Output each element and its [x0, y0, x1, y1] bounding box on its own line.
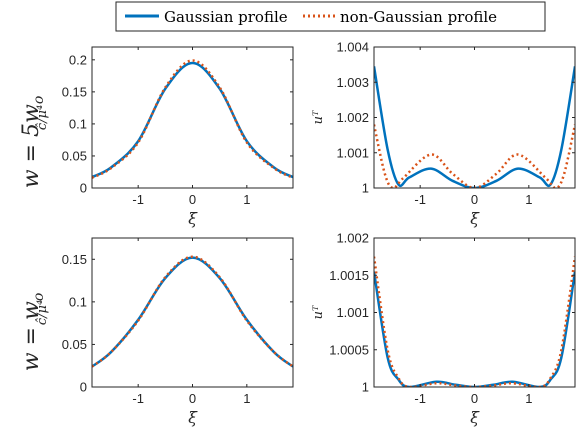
panels: -1 0 1 0 0.05 0.1 0.15 0.2 ξ ĉ/μ⁴ -1 0 1 1 1.001 1.002 1…	[35, 40, 576, 427]
x-tick-label: 1	[243, 192, 250, 207]
legend: Gaussian profile non-Gaussian profile	[115, 1, 546, 32]
y-tick-label: 0.05	[62, 337, 87, 352]
y-tick-label: 1.004	[336, 40, 369, 55]
y-tick-label: 0.2	[69, 52, 87, 67]
row-label-bottom-main: w = w	[19, 301, 44, 371]
series-line-gaussian	[374, 66, 575, 188]
y-axis-label: uᵀ	[311, 110, 326, 124]
y-tick-label: 0.15	[62, 252, 87, 267]
axes-box	[373, 237, 576, 388]
svg-text:w = wo: w = wo	[19, 293, 47, 372]
series-line-gaussian	[374, 271, 575, 387]
y-tick-label: 1	[362, 181, 369, 196]
y-axis-label: ĉ/μ⁴	[35, 300, 50, 325]
panel-bottom-left: -1 0 1 0 0.05 0.1 0.15 ξ ĉ/μ⁴	[35, 237, 294, 427]
svg-text:w = 5wo: w = 5wo	[19, 96, 47, 189]
y-tick-label: 1.001	[336, 305, 369, 320]
axes-box	[91, 46, 294, 189]
y-tick-label: 1.0005	[329, 342, 369, 357]
x-tick-label: 1	[525, 192, 532, 207]
x-tick-label: -1	[414, 391, 426, 406]
series-line-non-gaussian	[374, 124, 575, 188]
series-line-non-gaussian	[374, 256, 575, 387]
x-axis-label: ξ	[188, 209, 198, 228]
x-tick-label: -1	[132, 192, 144, 207]
x-axis-label: ξ	[470, 209, 480, 228]
row-label-top-sub: o	[31, 96, 47, 104]
x-axis-label: ξ	[470, 408, 480, 427]
series-line-gaussian	[92, 256, 293, 368]
y-tick-label: 0	[80, 380, 87, 395]
legend-label-nongaussian: non-Gaussian profile	[340, 8, 497, 26]
y-tick-label: 1.0015	[329, 268, 369, 283]
row-label-top-main: w = 5w	[19, 104, 44, 188]
row-label-bottom: w = wo	[19, 293, 47, 372]
panel-top-right: -1 0 1 1 1.001 1.002 1.003 1.004 ξ uᵀ	[311, 40, 576, 228]
y-tick-label: 0.1	[69, 116, 87, 131]
axes-box	[91, 237, 294, 388]
x-tick-label: 1	[525, 391, 532, 406]
y-axis-label: uᵀ	[311, 305, 326, 319]
x-tick-label: 0	[471, 391, 478, 406]
y-axis-label: ĉ/μ⁴	[35, 105, 50, 130]
y-tick-label: 0.05	[62, 148, 87, 163]
axes-box	[373, 46, 576, 189]
y-tick-label: 1.002	[336, 110, 369, 125]
y-tick-label: 0.1	[69, 294, 87, 309]
x-tick-label: 1	[243, 391, 250, 406]
series-line-non-gaussian	[92, 255, 293, 368]
x-tick-label: -1	[132, 391, 144, 406]
x-tick-label: -1	[414, 192, 426, 207]
y-tick-label: 1.001	[336, 145, 369, 160]
series-line-non-gaussian	[92, 59, 293, 179]
x-tick-label: 0	[189, 391, 196, 406]
y-tick-label: 1.002	[336, 231, 369, 246]
x-tick-label: 0	[471, 192, 478, 207]
panel-bottom-right: -1 0 1 1 1.0005 1.001 1.0015 1.002 ξ uᵀ	[311, 231, 576, 427]
y-tick-label: 1.003	[336, 75, 369, 90]
panel-top-left: -1 0 1 0 0.05 0.1 0.15 0.2 ξ ĉ/μ⁴	[35, 46, 294, 228]
row-label-top: w = 5wo	[19, 96, 47, 189]
legend-label-gaussian: Gaussian profile	[164, 8, 288, 26]
x-tick-label: 0	[189, 192, 196, 207]
y-tick-label: 0.15	[62, 84, 87, 99]
y-tick-label: 1	[362, 380, 369, 395]
legend-box	[115, 1, 546, 32]
x-axis-label: ξ	[188, 408, 198, 427]
y-tick-label: 0	[80, 181, 87, 196]
row-label-bottom-sub: o	[31, 293, 47, 301]
